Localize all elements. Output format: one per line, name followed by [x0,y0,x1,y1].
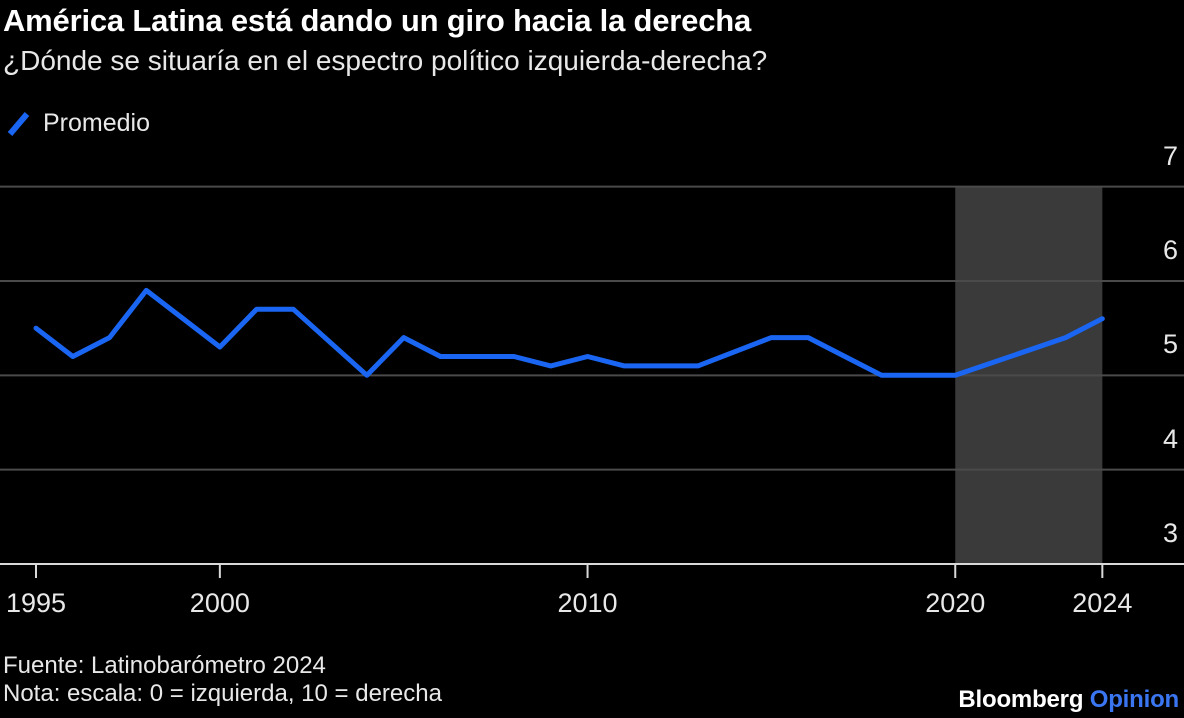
scale-note: Nota: escala: 0 = izquierda, 10 = derech… [3,680,442,707]
x-axis-tick-label-2020: 2020 [925,588,986,618]
x-axis-tick-label-2000: 2000 [189,588,250,618]
y-axis-tick-label-6: 6 [1162,235,1178,265]
y-axis-tick-label-4: 4 [1162,423,1178,454]
chart-title: América Latina está dando un giro hacia … [3,3,752,38]
source-note: Fuente: Latinobarómetro 2024 [3,652,326,679]
logo-brand-text: Bloomberg [958,686,1084,713]
logo-product-text: Opinion [1089,686,1179,713]
bloomberg-opinion-logo: Bloomberg Opinion [958,686,1179,714]
x-axis-tick-label-2010: 2010 [557,588,618,618]
chart-subtitle: ¿Dónde se situaría en el espectro políti… [3,45,768,76]
y-axis-tick-label-3: 3 [1162,518,1178,548]
legend-series-label: Promedio [43,109,150,137]
line-chart-canvas [0,185,1184,578]
legend-line-swatch-icon [7,111,30,136]
x-axis-tick-label-2024: 2024 [1072,588,1133,618]
series-line-promedio [33,287,1105,378]
y-axis-tick-label-5: 5 [1162,329,1178,360]
y-axis-tick-label-7: 7 [1162,140,1178,171]
x-axis-tick-label-1995: 1995 [5,588,67,618]
chart-legend: Promedio [7,109,150,138]
chart-footnotes: Fuente: Latinobarómetro 2024 Nota: escal… [3,652,442,708]
